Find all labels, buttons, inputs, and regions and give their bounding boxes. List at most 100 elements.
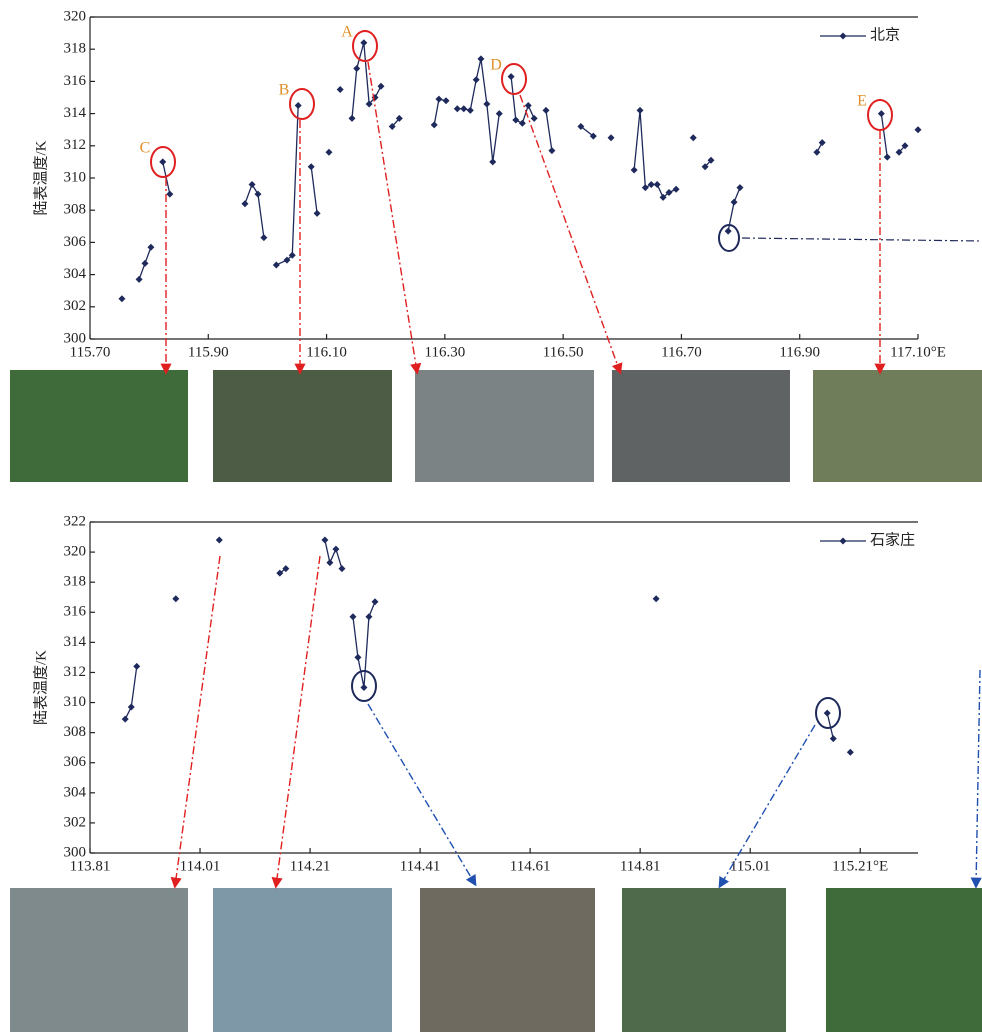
y-tick-label: 320	[64, 544, 87, 560]
point	[653, 595, 660, 602]
point	[608, 134, 615, 141]
x-tick-label: 115.90	[188, 344, 229, 360]
satellite-thumbnail	[420, 888, 595, 1032]
point	[525, 102, 532, 109]
series-line	[139, 43, 918, 280]
y-tick-label: 308	[64, 202, 87, 218]
annotation-label: C	[140, 140, 151, 157]
x-tick-label: 115.21°E	[832, 858, 888, 874]
satellite-thumbnail	[612, 370, 790, 482]
y-tick-label: 320	[64, 8, 87, 24]
y-axis-label: 陆表温度/K	[32, 650, 49, 725]
point	[830, 735, 837, 742]
point	[338, 565, 345, 572]
point	[443, 97, 450, 104]
y-tick-label: 314	[64, 105, 87, 121]
point	[377, 83, 384, 90]
y-tick-label: 312	[64, 137, 87, 153]
y-tick-label: 310	[64, 169, 87, 185]
point	[325, 149, 332, 156]
x-tick-label: 116.50	[543, 344, 584, 360]
point	[736, 184, 743, 191]
legend-label: 石家庄	[870, 530, 915, 548]
x-tick-label: 115.01	[730, 858, 771, 874]
point	[241, 200, 248, 207]
point	[467, 107, 474, 114]
connector-arrow	[276, 556, 320, 886]
y-tick-label: 312	[64, 664, 87, 680]
connector-arrow	[520, 95, 620, 372]
point	[354, 654, 361, 661]
thumbnails-bottom	[10, 888, 982, 1032]
connector-arrow	[368, 62, 417, 372]
point	[216, 537, 223, 544]
y-tick-label: 322	[64, 513, 87, 529]
point	[136, 276, 143, 283]
x-tick-label: 116.10	[306, 344, 347, 360]
satellite-thumbnail	[213, 370, 392, 482]
point	[254, 191, 261, 198]
point	[371, 598, 378, 605]
x-tick-label: 114.21	[290, 858, 331, 874]
point	[365, 613, 372, 620]
point	[819, 139, 826, 146]
point	[454, 105, 461, 112]
x-tick-label: 114.01	[180, 858, 221, 874]
y-tick-label: 302	[64, 814, 87, 830]
point	[314, 210, 321, 217]
satellite-thumbnail	[10, 888, 188, 1032]
satellite-thumbnail	[213, 888, 392, 1032]
connector-arrow	[175, 556, 220, 886]
x-tick-label: 114.61	[510, 858, 551, 874]
x-tick-label: 114.81	[620, 858, 661, 874]
point	[496, 110, 503, 117]
y-tick-label: 318	[64, 574, 87, 590]
point	[915, 126, 922, 133]
satellite-thumbnail	[415, 370, 594, 482]
point	[473, 76, 480, 83]
x-tick-label: 114.41	[400, 858, 441, 874]
y-tick-label: 302	[64, 298, 87, 314]
highlight-circle	[502, 64, 526, 94]
annotation-label: D	[490, 57, 502, 74]
point	[118, 295, 125, 302]
point	[159, 158, 166, 165]
y-tick-label: 306	[64, 754, 87, 770]
point	[631, 166, 638, 173]
point	[824, 710, 831, 717]
y-axis-label: 陆表温度/K	[32, 140, 49, 215]
point	[813, 149, 820, 156]
point	[172, 595, 179, 602]
connector-arrow	[976, 670, 980, 886]
point	[128, 704, 135, 711]
point	[637, 107, 644, 114]
annotation-label: B	[279, 82, 290, 99]
x-tick-label: 116.90	[779, 344, 820, 360]
series-line	[125, 540, 850, 752]
y-tick-label: 304	[64, 784, 87, 800]
connector-line	[742, 238, 982, 241]
point	[321, 537, 328, 544]
point	[122, 716, 129, 723]
point	[847, 749, 854, 756]
point	[884, 154, 891, 161]
x-tick-label: 116.70	[661, 344, 702, 360]
point	[273, 261, 280, 268]
point	[295, 102, 302, 109]
satellite-thumbnail	[813, 370, 982, 482]
connector-arrow	[368, 704, 475, 884]
point	[489, 158, 496, 165]
thumbnails-top	[10, 370, 982, 482]
point	[548, 147, 555, 154]
legend-marker	[840, 538, 847, 545]
point	[249, 181, 256, 188]
point	[349, 115, 356, 122]
y-tick-label: 314	[64, 634, 87, 650]
point	[337, 86, 344, 93]
point	[260, 234, 267, 241]
annotation-label: E	[857, 93, 867, 110]
y-tick-label: 318	[64, 41, 87, 57]
point	[731, 199, 738, 206]
annotation-label: A	[341, 24, 353, 41]
satellite-thumbnail	[622, 888, 786, 1032]
